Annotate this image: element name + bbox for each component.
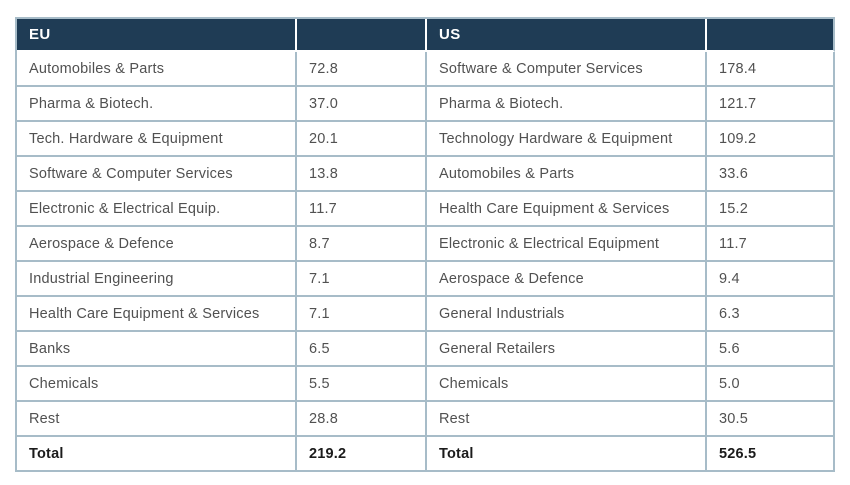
eu-sector-value: 37.0 [297,87,427,122]
us-sector-label: Health Care Equipment & Services [427,192,707,227]
eu-sector-value: 20.1 [297,122,427,157]
us-total-value: 526.5 [707,437,835,472]
us-sector-value: 5.0 [707,367,835,402]
table-header: EU US [17,19,835,52]
us-sector-value: 30.5 [707,402,835,437]
us-total-label: Total [427,437,707,472]
eu-total-value: 219.2 [297,437,427,472]
eu-sector-label: Banks [17,332,297,367]
us-sector-label: Technology Hardware & Equipment [427,122,707,157]
us-header: US [427,19,707,52]
table-row: Tech. Hardware & Equipment 20.1 Technolo… [17,122,835,157]
us-sector-value: 5.6 [707,332,835,367]
header-row: EU US [17,19,835,52]
eu-sector-label: Health Care Equipment & Services [17,297,297,332]
eu-sector-value: 11.7 [297,192,427,227]
eu-sector-label: Software & Computer Services [17,157,297,192]
table-row: Rest 28.8 Rest 30.5 [17,402,835,437]
us-sector-value: 11.7 [707,227,835,262]
eu-sector-value: 28.8 [297,402,427,437]
eu-total-label: Total [17,437,297,472]
us-sector-label: Electronic & Electrical Equipment [427,227,707,262]
eu-sector-value: 7.1 [297,297,427,332]
eu-sector-label: Electronic & Electrical Equip. [17,192,297,227]
us-sector-value: 109.2 [707,122,835,157]
us-sector-value: 33.6 [707,157,835,192]
table-body: Automobiles & Parts 72.8 Software & Comp… [17,52,835,437]
eu-value-header [297,19,427,52]
us-sector-value: 121.7 [707,87,835,122]
us-sector-label: General Industrials [427,297,707,332]
eu-sector-value: 72.8 [297,52,427,87]
table-row: Pharma & Biotech. 37.0 Pharma & Biotech.… [17,87,835,122]
table-row: Automobiles & Parts 72.8 Software & Comp… [17,52,835,87]
eu-header: EU [17,19,297,52]
table-row: Aerospace & Defence 8.7 Electronic & Ele… [17,227,835,262]
table-footer: Total 219.2 Total 526.5 [17,437,835,472]
eu-sector-label: Tech. Hardware & Equipment [17,122,297,157]
us-sector-label: Pharma & Biotech. [427,87,707,122]
us-sector-value: 6.3 [707,297,835,332]
us-sector-label: General Retailers [427,332,707,367]
us-sector-label: Automobiles & Parts [427,157,707,192]
eu-sector-label: Pharma & Biotech. [17,87,297,122]
us-value-header [707,19,835,52]
us-sector-label: Software & Computer Services [427,52,707,87]
total-row: Total 219.2 Total 526.5 [17,437,835,472]
eu-sector-value: 6.5 [297,332,427,367]
table-row: Industrial Engineering 7.1 Aerospace & D… [17,262,835,297]
eu-sector-label: Chemicals [17,367,297,402]
table-row: Software & Computer Services 13.8 Automo… [17,157,835,192]
eu-sector-value: 5.5 [297,367,427,402]
eu-sector-label: Industrial Engineering [17,262,297,297]
eu-sector-label: Automobiles & Parts [17,52,297,87]
us-sector-label: Rest [427,402,707,437]
eu-sector-value: 8.7 [297,227,427,262]
sector-exposure-table: EU US Automobiles & Parts 72.8 Software … [15,17,835,472]
us-sector-value: 178.4 [707,52,835,87]
eu-sector-label: Aerospace & Defence [17,227,297,262]
table-row: Banks 6.5 General Retailers 5.6 [17,332,835,367]
table-row: Health Care Equipment & Services 7.1 Gen… [17,297,835,332]
eu-sector-value: 7.1 [297,262,427,297]
us-sector-value: 15.2 [707,192,835,227]
us-sector-label: Chemicals [427,367,707,402]
eu-sector-value: 13.8 [297,157,427,192]
table-row: Electronic & Electrical Equip. 11.7 Heal… [17,192,835,227]
us-sector-value: 9.4 [707,262,835,297]
us-sector-label: Aerospace & Defence [427,262,707,297]
eu-sector-label: Rest [17,402,297,437]
table-row: Chemicals 5.5 Chemicals 5.0 [17,367,835,402]
